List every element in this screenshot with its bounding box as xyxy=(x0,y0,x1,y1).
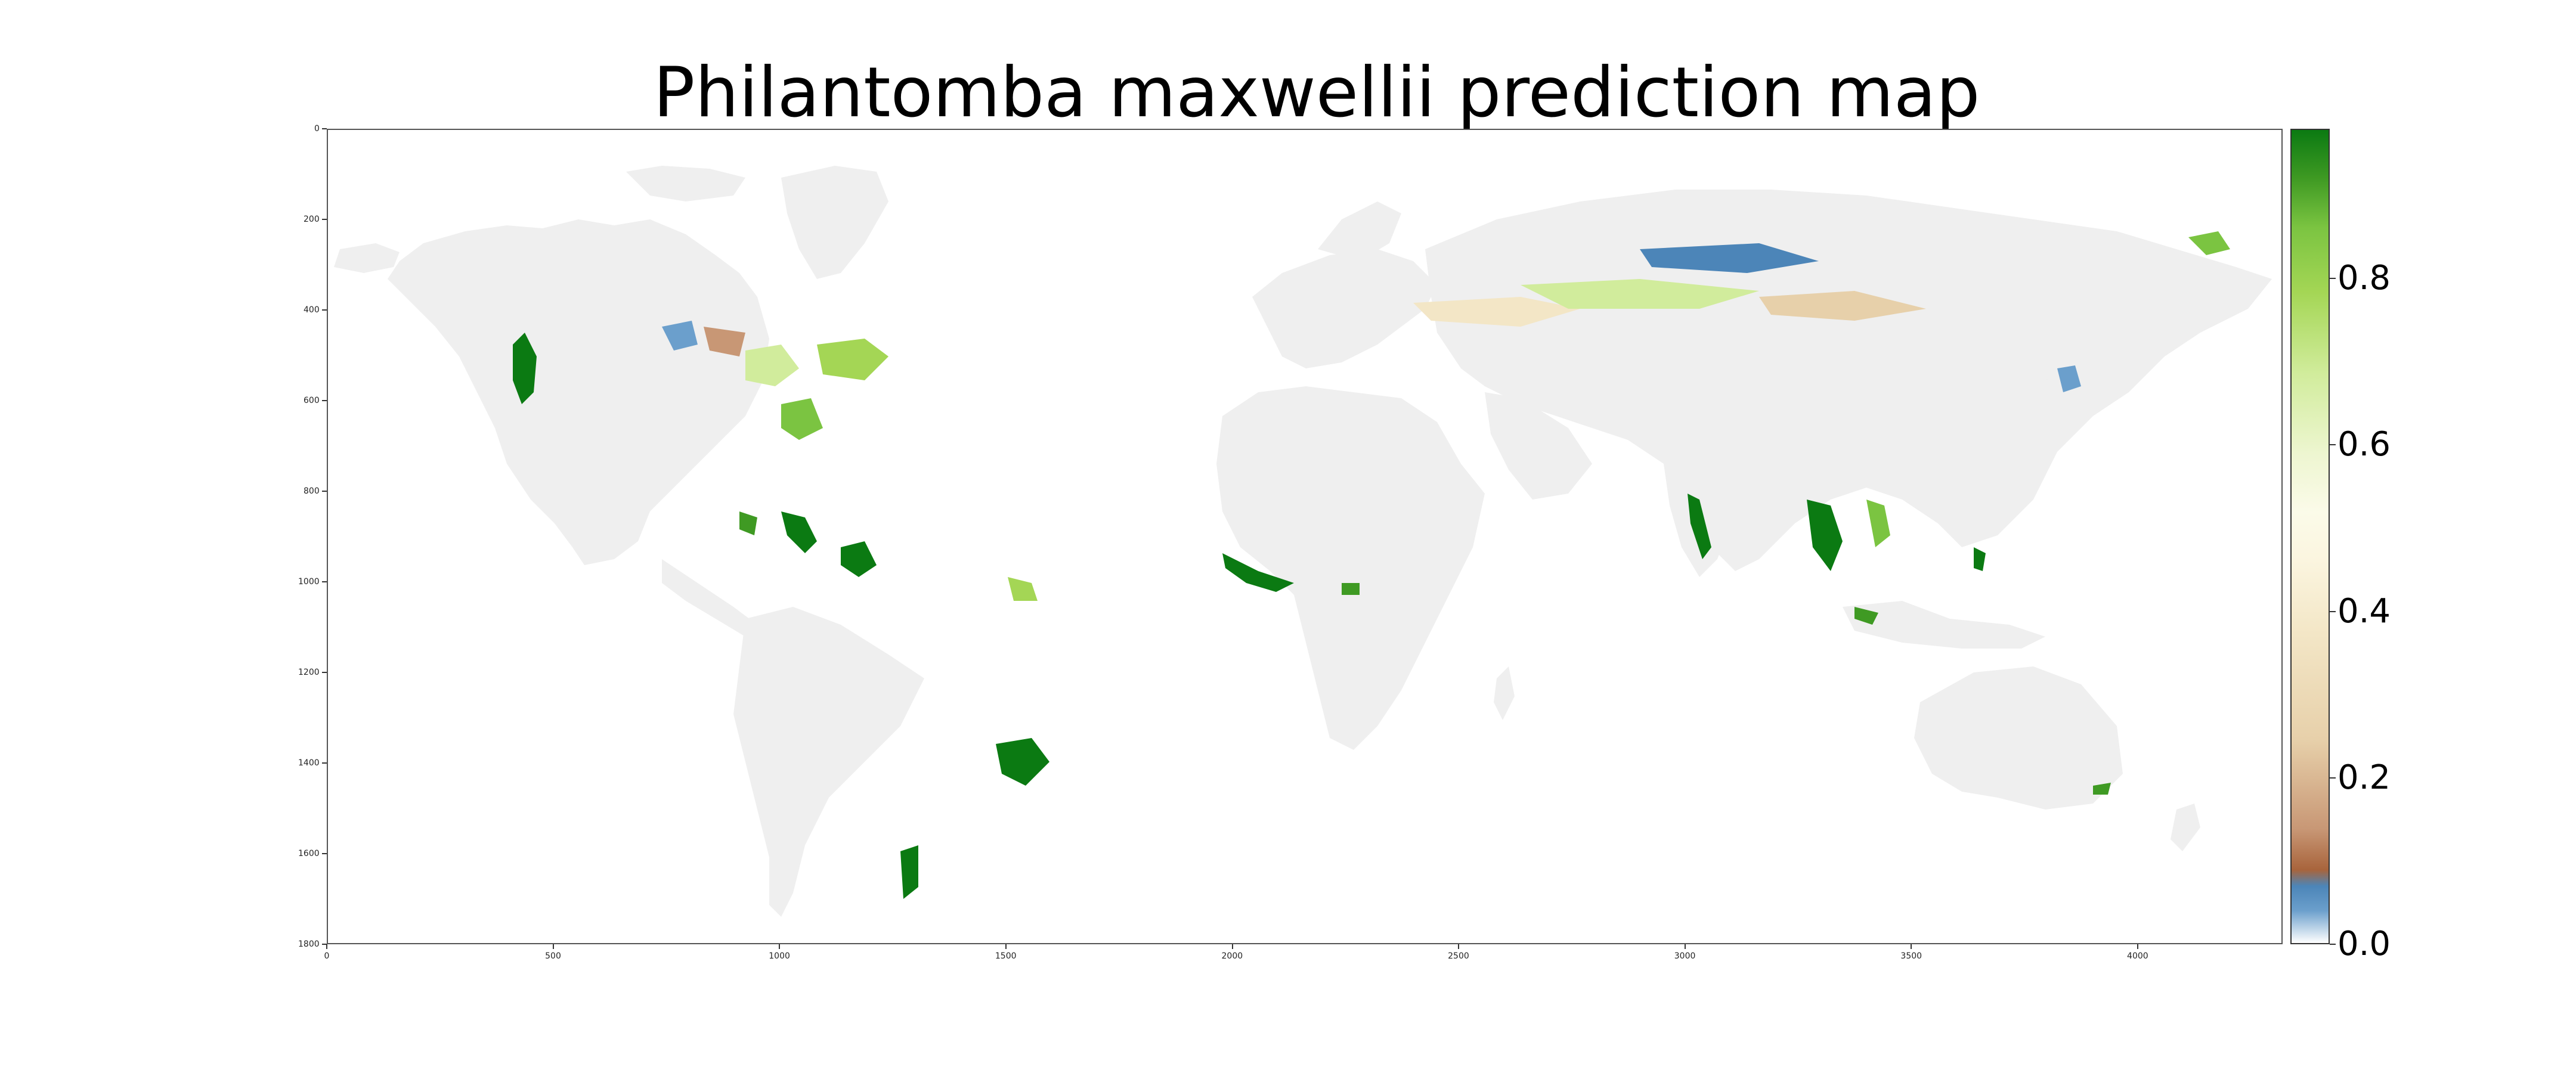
hotspot xyxy=(1854,607,1878,625)
y-tick-label: 0 xyxy=(314,124,320,134)
hotspot xyxy=(1866,500,1890,547)
africa xyxy=(1216,386,1485,750)
y-tick-label: 1200 xyxy=(298,668,320,677)
y-tick-mark xyxy=(322,400,327,401)
x-tick-label: 1500 xyxy=(995,951,1017,961)
hotspot xyxy=(2057,365,2081,392)
colorbar-tick-mark xyxy=(2330,278,2336,280)
x-tick-label: 3500 xyxy=(1900,951,1922,961)
y-tick-mark xyxy=(322,219,327,220)
x-tick-label: 2000 xyxy=(1221,951,1243,961)
hotspot xyxy=(2188,231,2230,255)
colorbar-tick-mark xyxy=(2330,444,2336,446)
y-tick-mark xyxy=(322,672,327,673)
hotspot xyxy=(900,845,918,899)
y-tick-label: 800 xyxy=(304,486,320,496)
x-tick-label: 4000 xyxy=(2127,951,2148,961)
colorbar-tick-label: 0.2 xyxy=(2337,758,2391,797)
prediction-map xyxy=(327,129,2283,944)
colorbar-tick-mark xyxy=(2330,777,2336,779)
hotspot xyxy=(1688,494,1711,559)
y-tick-mark xyxy=(322,944,327,945)
colorbar-tick-label: 0.8 xyxy=(2337,259,2391,298)
greenland xyxy=(781,166,888,279)
x-tick-mark xyxy=(2137,944,2139,949)
hotspot xyxy=(662,321,698,351)
hotspot xyxy=(2093,783,2111,795)
arctic-islands xyxy=(626,166,745,201)
central-america xyxy=(662,559,757,637)
scandinavia xyxy=(1318,201,1401,261)
indonesia xyxy=(1843,601,2045,649)
y-tick-label: 200 xyxy=(304,215,320,224)
hotspot xyxy=(841,541,877,577)
x-tick-label: 2500 xyxy=(1448,951,1469,961)
hotspot xyxy=(1413,297,1580,327)
europe xyxy=(1252,249,1437,368)
x-tick-mark xyxy=(326,944,327,949)
hotspot xyxy=(781,398,823,440)
x-tick-mark xyxy=(1231,944,1233,949)
hotspot xyxy=(996,738,1049,786)
hotspot xyxy=(1008,577,1038,601)
y-tick-mark xyxy=(322,762,327,764)
colorbar-tick-label: 0.6 xyxy=(2337,425,2391,464)
colorbar-tick-label: 0.0 xyxy=(2337,925,2391,963)
hotspot xyxy=(513,333,537,404)
x-tick-label: 0 xyxy=(324,951,330,961)
x-tick-mark xyxy=(1684,944,1686,949)
y-tick-label: 400 xyxy=(304,305,320,315)
world-map-svg xyxy=(334,166,2272,917)
x-tick-label: 1000 xyxy=(769,951,790,961)
hotspot xyxy=(781,511,817,553)
y-tick-mark xyxy=(322,491,327,492)
arabia xyxy=(1485,392,1592,500)
asia xyxy=(1425,190,2272,571)
y-tick-mark xyxy=(322,309,327,311)
hotspot xyxy=(704,327,745,356)
hotspot xyxy=(739,511,757,535)
hotspot xyxy=(1521,279,1759,309)
x-tick-mark xyxy=(552,944,554,949)
x-tick-label: 3000 xyxy=(1674,951,1696,961)
colorbar xyxy=(2290,129,2330,944)
x-tick-mark xyxy=(1911,944,1912,949)
new-zealand xyxy=(2171,804,2200,851)
madagascar xyxy=(1494,666,1515,720)
hotspot xyxy=(1640,243,1819,273)
australia xyxy=(1914,666,2123,810)
colorbar-tick-mark xyxy=(2330,944,2336,945)
north-america xyxy=(388,219,769,565)
hotspot xyxy=(817,339,888,380)
y-tick-label: 600 xyxy=(304,396,320,405)
colorbar-tick-mark xyxy=(2330,610,2336,612)
y-tick-mark xyxy=(322,581,327,582)
south-america xyxy=(733,607,924,917)
y-tick-label: 1600 xyxy=(298,849,320,858)
x-tick-mark xyxy=(1005,944,1007,949)
x-tick-mark xyxy=(779,944,781,949)
colorbar-tick-label: 0.4 xyxy=(2337,591,2391,631)
hotspot xyxy=(1974,547,1986,571)
prediction-hotspots xyxy=(513,231,2230,899)
hotspot xyxy=(1807,500,1843,571)
hotspot xyxy=(1342,583,1360,595)
y-tick-mark xyxy=(322,128,327,129)
landmasses xyxy=(334,166,2272,917)
hotspot xyxy=(745,345,799,386)
x-tick-label: 500 xyxy=(545,951,561,961)
y-tick-label: 1800 xyxy=(298,939,320,949)
x-tick-mark xyxy=(1458,944,1460,949)
y-tick-label: 1400 xyxy=(298,758,320,768)
map-title: Philantomba maxwellii prediction map xyxy=(653,52,1980,133)
hotspot xyxy=(1222,553,1294,592)
hotspot xyxy=(1759,291,1926,321)
y-tick-mark xyxy=(322,853,327,854)
y-tick-label: 1000 xyxy=(298,577,320,587)
alaska xyxy=(334,243,400,273)
